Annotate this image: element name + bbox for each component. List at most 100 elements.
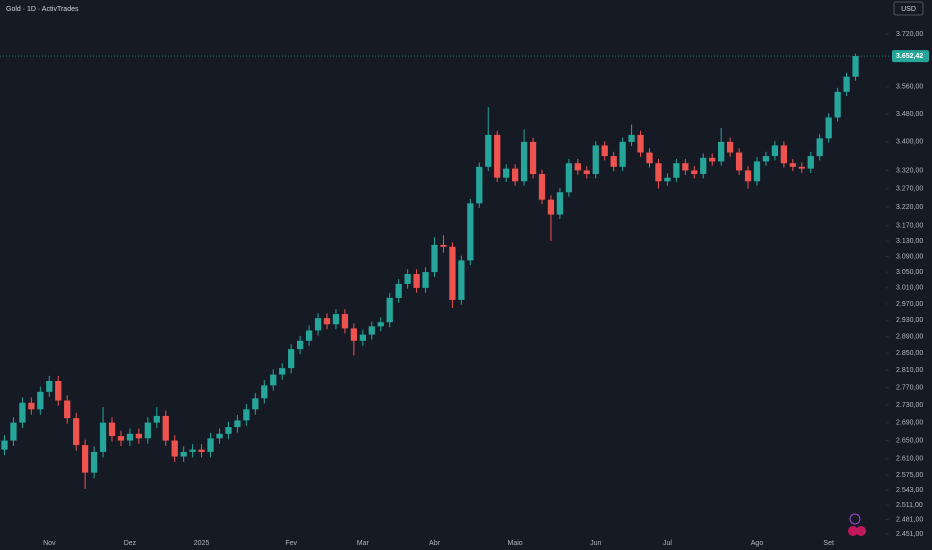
- candle-body: [503, 168, 510, 178]
- candle-body: [216, 433, 223, 439]
- candle-body: [28, 402, 35, 410]
- candle-body: [189, 449, 196, 452]
- y-tick-label: 2.770,00: [896, 384, 923, 391]
- candle-body: [64, 400, 71, 419]
- last-price-label: 3.652,42: [896, 53, 923, 60]
- candle-body: [637, 134, 644, 153]
- candle-body: [162, 415, 169, 441]
- y-tick-label: 3.480,00: [896, 111, 923, 118]
- x-tick-label: 2025: [194, 540, 210, 547]
- candle-body: [46, 381, 53, 392]
- x-tick-label: Abr: [429, 540, 441, 547]
- candle-body: [610, 156, 617, 167]
- event-icon[interactable]: [856, 526, 866, 536]
- candle-body: [700, 157, 707, 175]
- candle-body: [529, 141, 537, 175]
- candle-body: [592, 145, 599, 175]
- y-tick-label: 3.170,00: [896, 223, 923, 230]
- x-tick-label: Jul: [663, 540, 672, 547]
- candle-body: [153, 415, 160, 423]
- event-icon[interactable]: [848, 526, 858, 536]
- y-tick-label: 2.930,00: [896, 317, 923, 324]
- currency-label[interactable]: USD: [901, 6, 916, 13]
- candle-body: [19, 402, 26, 423]
- y-tick-label: 2.690,00: [896, 419, 923, 426]
- event-icon[interactable]: [849, 513, 861, 525]
- candle-body: [511, 168, 519, 182]
- candle-body: [673, 163, 680, 178]
- candle-body: [359, 334, 366, 341]
- x-tick-label: Dez: [124, 540, 137, 547]
- y-tick-label: 3.050,00: [896, 269, 923, 276]
- x-tick-label: Nov: [43, 540, 56, 547]
- candle-body: [762, 156, 770, 162]
- x-tick-label: Maio: [508, 540, 523, 547]
- candle-body: [305, 330, 313, 341]
- candle-body: [449, 246, 456, 300]
- candle-body: [10, 422, 17, 441]
- candle-body: [735, 152, 743, 171]
- candle-body: [314, 318, 322, 331]
- y-tick-label: 3.560,00: [896, 84, 923, 91]
- candle-body: [135, 433, 143, 439]
- y-tick-label: 3.400,00: [896, 139, 923, 146]
- candle-body: [574, 163, 581, 171]
- candle-body: [431, 244, 438, 273]
- candle-body: [476, 166, 483, 204]
- candle-body: [834, 91, 841, 118]
- candle-body: [583, 170, 590, 175]
- x-tick-label: Set: [823, 540, 834, 547]
- candle-body: [494, 134, 501, 178]
- candle-body: [485, 134, 492, 167]
- candle-body: [691, 170, 698, 175]
- y-tick-label: 2.511,00: [896, 502, 923, 509]
- candle-body: [1, 440, 8, 450]
- x-tick-label: Fev: [285, 540, 297, 547]
- y-tick-label: 2.575,00: [896, 472, 923, 479]
- y-tick-label: 2.610,00: [896, 456, 923, 463]
- candle-body: [261, 385, 268, 399]
- candle-body: [108, 422, 116, 437]
- candle-body: [279, 368, 286, 375]
- candle-body: [225, 427, 232, 434]
- candle-body: [852, 56, 859, 77]
- candle-body: [270, 374, 277, 386]
- candle-body: [718, 141, 725, 162]
- candle-body: [628, 134, 635, 142]
- candle-body: [368, 326, 375, 335]
- candle-body: [198, 449, 205, 452]
- candle-body: [243, 409, 250, 421]
- y-tick-label: 3.720,00: [896, 31, 923, 38]
- y-tick-label: 2.650,00: [896, 437, 923, 444]
- y-tick-label: 2.850,00: [896, 350, 923, 357]
- candle-body: [377, 322, 384, 327]
- candle-body: [753, 161, 761, 182]
- candle-body: [332, 314, 340, 325]
- y-tick-label: 2.970,00: [896, 301, 923, 308]
- candle-body: [520, 141, 528, 182]
- candle-body: [207, 438, 214, 452]
- currency-button[interactable]: [893, 1, 924, 16]
- candle-body: [37, 391, 44, 410]
- candle-body: [323, 318, 331, 325]
- x-tick-label: Mar: [357, 540, 370, 547]
- candle-body: [81, 445, 89, 473]
- candle-body: [843, 76, 850, 92]
- candle-body: [126, 433, 134, 441]
- candle-body: [619, 141, 626, 167]
- candle-body: [798, 166, 805, 169]
- candle-body: [467, 203, 474, 261]
- candle-body: [288, 349, 295, 369]
- candle-body: [144, 422, 151, 439]
- candle-body: [547, 199, 555, 215]
- candle-body: [655, 163, 662, 182]
- candle-body: [413, 274, 420, 288]
- candle-body: [556, 192, 564, 215]
- candle-body: [744, 170, 752, 182]
- candle-body: [252, 398, 259, 410]
- candle-body: [234, 420, 241, 428]
- candle-body: [171, 440, 178, 457]
- candle-body: [296, 340, 304, 350]
